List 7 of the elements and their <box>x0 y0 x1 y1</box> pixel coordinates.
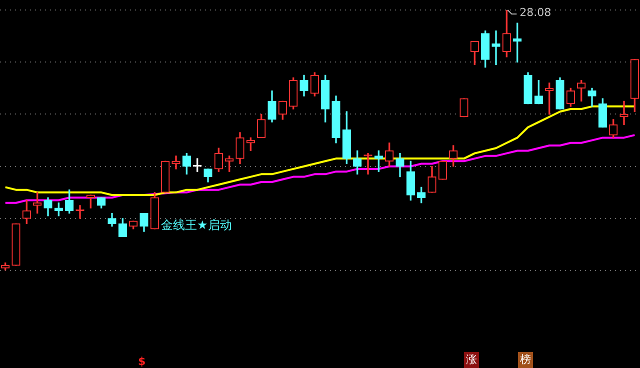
annotation: 金线王★启动 <box>161 218 232 232</box>
candlestick <box>492 30 500 66</box>
text: 涨 <box>466 352 477 366</box>
text: $ <box>138 354 146 368</box>
annotation: 28.08 <box>520 6 552 19</box>
text: 榜 <box>520 352 531 366</box>
candlestick <box>364 153 372 175</box>
